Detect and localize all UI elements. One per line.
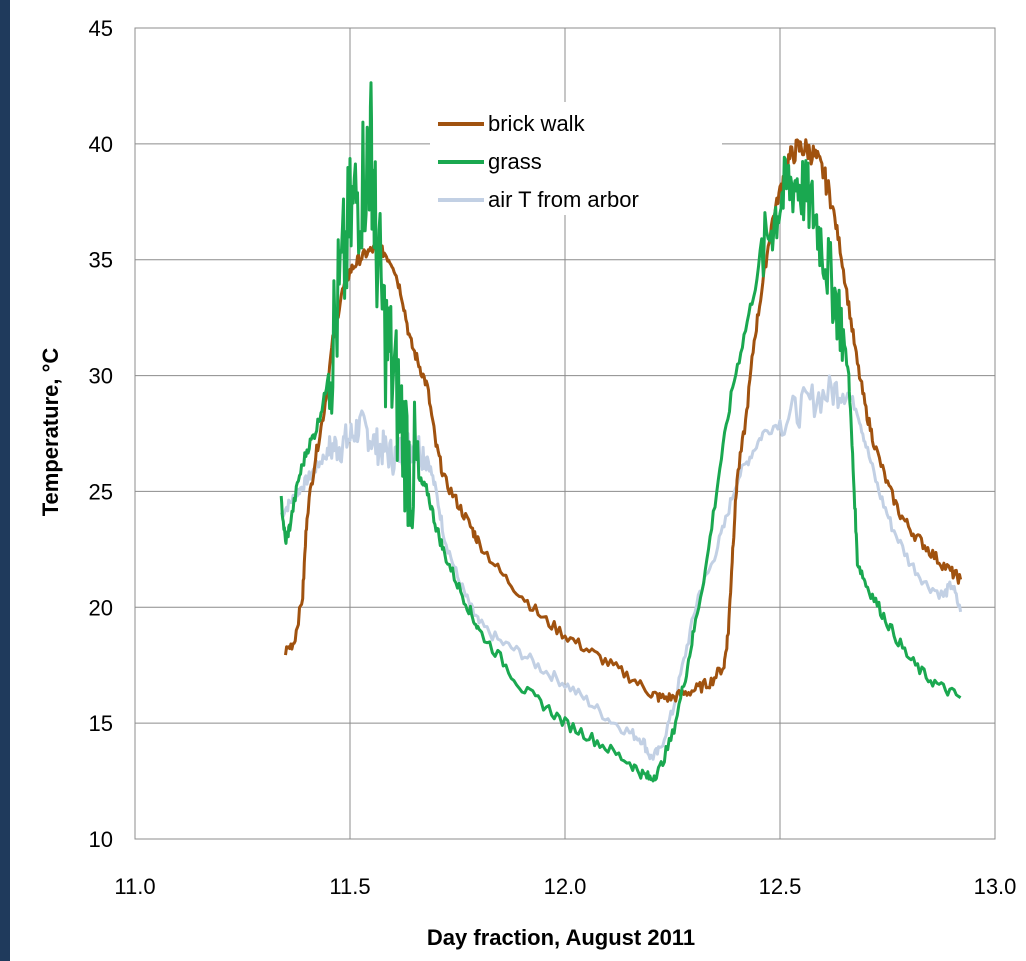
series-lines [279, 81, 963, 783]
y-tick-label: 15 [89, 711, 113, 736]
legend-label-brick-walk: brick walk [488, 111, 586, 136]
x-tick-label: 12.5 [759, 874, 802, 899]
x-tick-label: 11.0 [114, 874, 155, 899]
y-tick-label: 45 [89, 16, 113, 41]
chart-panel: 11.0 11.5 12.0 12.5 13.0 10 15 20 25 30 35 40 45 Da… [10, 0, 1026, 961]
y-tick-label: 30 [89, 364, 113, 389]
y-tick-label: 10 [89, 827, 113, 852]
x-tick-label: 11.5 [329, 874, 370, 899]
x-tick-label: 13.0 [974, 874, 1017, 899]
y-tick-label: 35 [89, 248, 113, 273]
y-tick-label: 40 [89, 132, 113, 157]
series-line-brick-walk [284, 138, 963, 703]
x-axis-title: Day fraction, August 2011 [427, 925, 695, 950]
plot-border [134, 27, 996, 840]
series-line-grass [279, 81, 962, 783]
series-line-air-t-from-arbor [279, 374, 963, 761]
legend-label-grass: grass [488, 149, 542, 174]
y-tick-label: 20 [89, 595, 113, 620]
legend-label-air-t: air T from arbor [488, 187, 639, 212]
x-tick-labels: 11.0 11.5 12.0 12.5 13.0 [114, 874, 1016, 899]
legend: brick walk grass air T from arbor [430, 102, 722, 215]
y-axis-title: Temperature, °C [38, 348, 63, 517]
legend-box [430, 102, 722, 215]
y-tick-labels: 10 15 20 25 30 35 40 45 [89, 16, 113, 852]
x-tick-label: 12.0 [544, 874, 587, 899]
line-chart: 11.0 11.5 12.0 12.5 13.0 10 15 20 25 30 35 40 45 Da… [38, 16, 1016, 950]
y-tick-label: 25 [89, 479, 113, 504]
